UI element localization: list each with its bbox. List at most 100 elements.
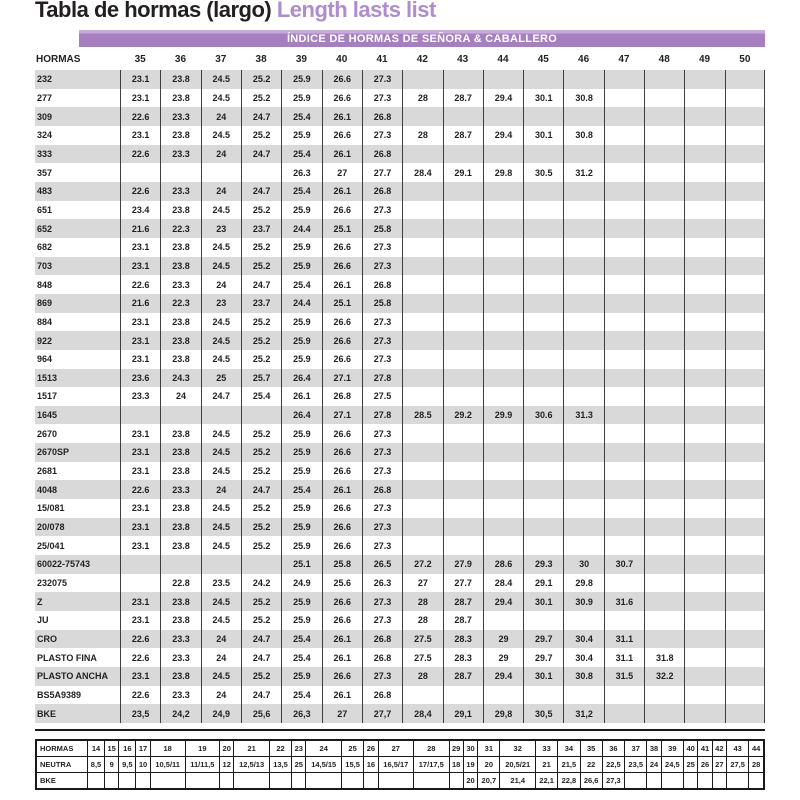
cell <box>402 443 442 462</box>
cell: 27.3 <box>361 256 402 276</box>
cell: 25.4 <box>240 387 281 406</box>
cell: 23.1 <box>120 499 160 518</box>
cell: 23.3 <box>160 107 200 126</box>
cell <box>402 368 442 388</box>
cell <box>644 349 684 369</box>
bottom-cell <box>135 772 151 790</box>
cell: 24.4 <box>281 219 321 238</box>
cell: 24.7 <box>240 480 281 500</box>
cell: 30,5 <box>523 704 563 723</box>
cell <box>523 443 563 462</box>
cell <box>482 219 523 238</box>
bottom-cell: 24 <box>305 739 342 757</box>
cell: 23.8 <box>160 536 200 556</box>
cell: 25.9 <box>281 312 321 332</box>
cell <box>644 237 684 257</box>
cell <box>402 387 442 406</box>
index-banner: ÍNDICE DE HORMAS DE SEÑORA & CABALLERO <box>79 30 765 47</box>
cell: 30.8 <box>563 125 603 145</box>
cell <box>684 181 724 201</box>
row-label: 232 <box>37 74 53 85</box>
cell: 24 <box>200 648 241 667</box>
cell: 30 <box>563 555 603 574</box>
row-label: 651 <box>37 204 53 215</box>
cell <box>442 331 483 350</box>
cell <box>120 573 160 593</box>
cell: 27.5 <box>402 648 442 667</box>
cell: 25.4 <box>281 648 321 667</box>
cell <box>482 331 523 350</box>
cell: 26.4 <box>281 405 321 425</box>
cell: 25.2 <box>240 499 281 518</box>
cell: 25.6 <box>321 573 362 593</box>
cell: 23.8 <box>160 667 200 686</box>
row-label: BS5A9389 <box>37 689 82 700</box>
cell <box>563 275 603 294</box>
cell <box>684 200 724 220</box>
cell: 27.3 <box>361 424 402 444</box>
cell: 24 <box>200 480 241 500</box>
bottom-cell: 15 <box>103 739 120 757</box>
cell <box>684 107 724 126</box>
cell: 26.6 <box>321 331 362 350</box>
cell: 25.9 <box>281 443 321 462</box>
cell: 22.6 <box>120 480 160 500</box>
bottom-cell <box>624 772 648 790</box>
cell: 22.3 <box>160 293 200 313</box>
cell <box>120 163 160 182</box>
bottom-cell: 25 <box>682 756 699 773</box>
cell <box>523 237 563 257</box>
cell: 25.9 <box>281 70 321 89</box>
cell <box>724 424 765 444</box>
row-label: Z <box>37 596 43 607</box>
cell <box>482 293 523 313</box>
bottom-cell <box>697 772 713 790</box>
cell <box>684 125 724 145</box>
row-label: 652 <box>37 223 53 234</box>
table-row: 2681 23.1 23.8 24.5 25.2 25.9 26.6 27.3 <box>35 461 765 481</box>
cell: 28.3 <box>442 629 483 649</box>
cell <box>160 163 200 182</box>
main-header-size: 46 <box>578 53 590 65</box>
cell: 25.9 <box>281 517 321 537</box>
cell <box>684 163 724 182</box>
cell: 26.1 <box>321 629 362 649</box>
row-label: PLASTO FINA <box>37 652 97 663</box>
row-label: 1517 <box>37 391 58 402</box>
bottom-cell <box>646 772 662 790</box>
bottom-row-label: BKE <box>35 772 88 790</box>
cell: 25.4 <box>281 480 321 500</box>
cell: 24 <box>160 387 200 406</box>
cell <box>724 648 765 667</box>
cell: 24.5 <box>200 349 241 369</box>
cell: 26.6 <box>321 517 362 537</box>
row-label: 309 <box>37 111 53 122</box>
cell: 25.9 <box>281 200 321 220</box>
cell <box>684 685 724 705</box>
cell: 22.6 <box>120 648 160 667</box>
cell <box>160 405 200 425</box>
bottom-cell: 25 <box>291 756 307 773</box>
cell: 23.3 <box>120 387 160 406</box>
cell <box>563 443 603 462</box>
cell: 24.7 <box>240 685 281 705</box>
bottom-cell: 19 <box>184 739 221 757</box>
cell <box>724 611 765 630</box>
cell <box>402 424 442 444</box>
cell: 23.1 <box>120 592 160 612</box>
bottom-cell: 38 <box>646 739 662 757</box>
cell: 24,2 <box>160 704 200 723</box>
cell: 27.8 <box>361 405 402 425</box>
bottom-row-label: HORMAS <box>35 739 88 757</box>
cell <box>563 349 603 369</box>
main-header-size: 48 <box>658 53 670 65</box>
bottom-cell: 25 <box>340 739 365 757</box>
cell: 26.1 <box>281 387 321 406</box>
cell: 29.7 <box>523 648 563 667</box>
cell: 29.8 <box>563 573 603 593</box>
cell: 22.3 <box>160 219 200 238</box>
cell <box>563 424 603 444</box>
table-row: 232075 22.8 23.5 24.2 24.9 25.6 26.3 27 27.7 28.4… <box>35 573 765 593</box>
bottom-cell: 20,7 <box>477 772 501 790</box>
cell: 25.9 <box>281 88 321 108</box>
